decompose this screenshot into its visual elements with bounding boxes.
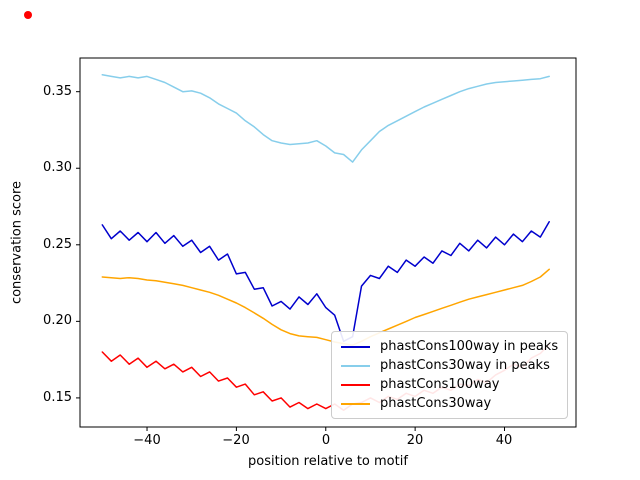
y-tick-label: 0.30 — [43, 160, 72, 175]
series-line-0 — [101, 221, 550, 343]
x-tick-label: −40 — [133, 433, 161, 448]
y-tick-label: 0.35 — [43, 84, 72, 99]
y-tick-label: 0.15 — [43, 390, 72, 405]
legend-item: phastCons100way in peaks — [332, 337, 567, 356]
legend-line-sample-skyblue — [341, 364, 370, 367]
legend-item: phastCons30way — [332, 394, 567, 413]
legend-label: phastCons100way in peaks — [380, 339, 559, 354]
red-dot-indicator — [24, 11, 32, 19]
legend-label: phastCons100way — [380, 377, 500, 392]
legend-line-sample-orange — [341, 402, 370, 405]
series-line-1 — [101, 74, 550, 163]
legend-item: phastCons100way — [332, 375, 567, 394]
series-line-3 — [101, 268, 550, 346]
x-tick-label: 0 — [321, 433, 331, 448]
x-tick-label: 40 — [495, 433, 513, 448]
legend-label: phastCons30way in peaks — [380, 358, 550, 373]
axes-spine — [79, 57, 577, 428]
x-axis-label: position relative to motif — [248, 454, 408, 469]
legend: phastCons100way in peaks phastCons30way … — [331, 331, 568, 419]
x-tick-label: −20 — [222, 433, 250, 448]
legend-label: phastCons30way — [380, 396, 492, 411]
legend-line-sample-red — [341, 383, 370, 386]
y-axis-label: conservation score — [9, 180, 25, 305]
legend-line-sample-navy — [341, 345, 370, 348]
y-tick-label: 0.25 — [43, 237, 72, 252]
y-tick-label: 0.20 — [43, 313, 72, 328]
x-tick-label: 20 — [406, 433, 424, 448]
legend-item: phastCons30way in peaks — [332, 356, 567, 375]
